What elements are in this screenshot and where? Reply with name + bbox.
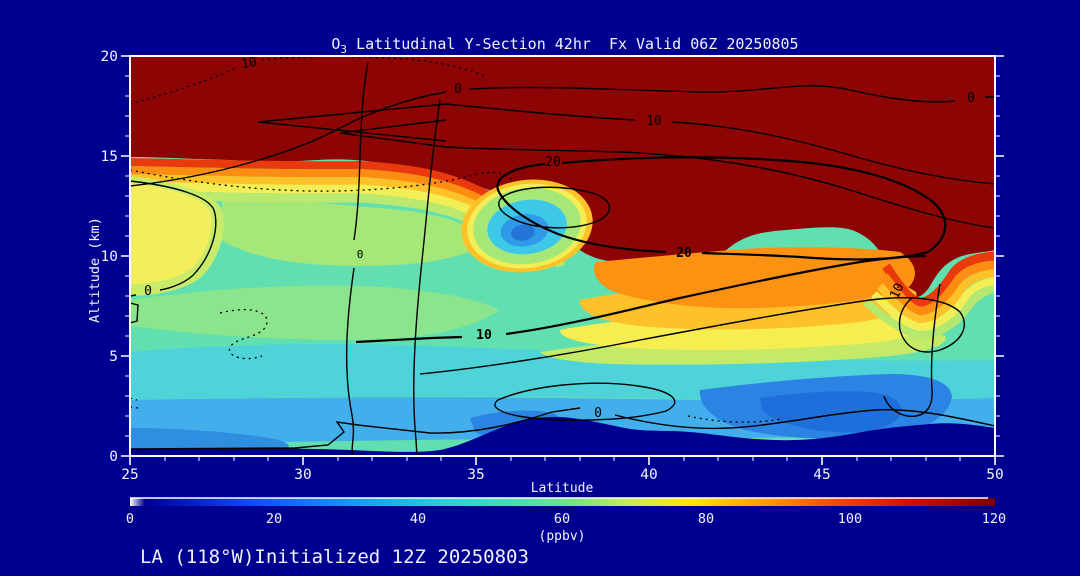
contour-label: 20	[676, 246, 692, 261]
axis-tick-labels: 25 30 35 40 45 50 0 5 10 15 20	[101, 49, 1004, 483]
contour-lines	[130, 56, 995, 456]
y-tick-label: 5	[109, 349, 118, 365]
field-darkred-mass	[130, 56, 995, 298]
x-tick-label: 50	[986, 467, 1003, 483]
field-right-tongue-orange	[593, 247, 915, 309]
y-tick-label: 20	[101, 49, 118, 65]
colorbar-tick-label: 20	[266, 511, 282, 527]
chart-title: O3 Latitudinal Y-Section 42hr Fx Valid 0…	[331, 35, 798, 56]
contour-label: 10	[476, 328, 492, 343]
colorbar-tick-label: 60	[554, 511, 570, 527]
y-tick-label: 15	[101, 149, 118, 165]
field-green-band	[130, 285, 500, 340]
x-tick-label: 25	[121, 467, 138, 483]
contour-vertical-2	[413, 99, 441, 456]
colorbar-tick-label: 100	[838, 511, 862, 527]
contour-dotted-left-edge	[130, 397, 139, 409]
x-tick-label: 40	[640, 467, 657, 483]
y-major-ticks	[121, 55, 130, 457]
contour-diagonal-low	[419, 297, 965, 375]
title-pre: O	[331, 35, 340, 53]
colorbar-tick-label: 80	[698, 511, 714, 527]
footer-init-text: LA (118°W)Initialized 12Z 20250803	[140, 546, 529, 568]
contour-label: 0	[967, 91, 975, 106]
field-left-tongue-yellow	[130, 183, 212, 284]
contour-label: 0	[454, 82, 462, 97]
colorbar-gradient-strip	[130, 498, 995, 506]
x-tick-label: 30	[294, 467, 311, 483]
contour-left-bracket	[130, 302, 139, 324]
contour-chevron-1	[257, 103, 995, 185]
x-minor-ticks	[164, 456, 961, 461]
y-minor-ticks	[125, 75, 130, 437]
contour-dotted-bottom	[687, 415, 783, 423]
contour-chevron-2	[339, 119, 995, 229]
x-major-ticks	[129, 456, 996, 465]
contour-label: 0	[357, 248, 364, 261]
y-tick-label: 0	[109, 449, 118, 465]
x-tick-label: 45	[813, 467, 830, 483]
colorbar-tick-label: 120	[982, 511, 1006, 527]
filled-contour-field	[130, 56, 995, 456]
colorbar-tick-label: 40	[410, 511, 426, 527]
colorbar-units-label: (ppbv)	[539, 529, 586, 544]
contour-right-vertical	[883, 283, 941, 417]
contour-low-loop	[494, 382, 676, 421]
contour-dotted-diagonal	[130, 169, 513, 192]
y-axis-title: Altitude (km)	[87, 217, 103, 323]
contour-10-mid	[355, 254, 927, 344]
contour-label: 10	[887, 281, 907, 302]
contour-dotted-s	[219, 309, 268, 360]
field-fold-pocket	[461, 179, 593, 273]
contour-label: 10	[646, 114, 662, 129]
x-tick-label: 35	[467, 467, 484, 483]
contour-vertical-1	[345, 61, 369, 456]
contour-0-lower	[130, 407, 995, 450]
field-blue-pocket-core	[760, 391, 902, 433]
contour-dotted-topleft	[130, 56, 486, 105]
title-subscript: 3	[340, 43, 347, 56]
title-post: Latitudinal Y-Section 42hr Fx Valid 06Z …	[347, 35, 799, 53]
contour-dotted-group	[130, 56, 783, 423]
contour-labels: 10 0 10 20 0 20 10 10 0 0 0	[144, 55, 975, 421]
y-tick-label: 10	[101, 249, 118, 265]
colorbar: 0 20 40 60 80 100 120 (ppbv)	[126, 497, 1006, 544]
y-right-major-ticks	[995, 55, 1004, 457]
contour-fold-eye	[498, 186, 610, 229]
contour-label: 0	[594, 406, 602, 421]
contour-label: 0	[144, 284, 152, 299]
field-blue-wedge-left	[130, 428, 289, 450]
x-axis-title: Latitude	[531, 481, 594, 496]
contour-label: 20	[545, 155, 561, 170]
terrain-silhouette	[130, 416, 995, 456]
contour-0-upper	[130, 85, 995, 187]
y-right-minor-ticks	[995, 75, 1000, 437]
contour-label: 10	[240, 55, 258, 72]
colorbar-tick-label: 0	[126, 511, 134, 527]
axes	[121, 55, 1004, 465]
colorbar-tick-labels: 0 20 40 60 80 100 120	[126, 511, 1006, 527]
